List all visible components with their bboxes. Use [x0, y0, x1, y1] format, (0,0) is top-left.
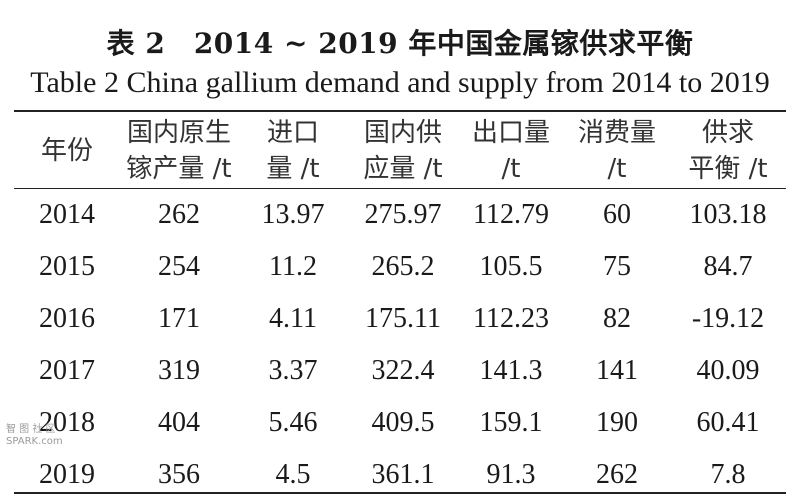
table-cell: 141	[596, 355, 638, 386]
table-cell: 7.8	[710, 459, 746, 490]
table-cell: 75	[603, 251, 631, 282]
table-cell: 361.1	[371, 459, 435, 490]
table-cell: 82	[603, 303, 631, 334]
table-row: 2014 262 13.97 275.97 112.79 60 103.18	[14, 190, 786, 241]
table-cell: 103.18	[689, 199, 767, 230]
table-title-chinese: 表 2 2014 ~ 2019 年中国金属镓供求平衡	[106, 27, 694, 60]
header-year: 年份	[40, 136, 93, 166]
header-domestic-production: 国内原生 镓产量 /t	[126, 118, 232, 184]
table-cell: 3.37	[268, 355, 318, 386]
table-cell: 105.5	[479, 251, 543, 282]
table-cell: 4.11	[269, 303, 317, 334]
table-cell: 171	[158, 303, 200, 334]
table-cell: 60	[603, 199, 631, 230]
table-cell: 84.7	[703, 251, 753, 282]
table-row: 2019 356 4.5 361.1 91.3 262 7.8	[14, 449, 786, 501]
table-cell: 190	[596, 407, 638, 438]
header-balance: 供求 平衡 /t	[688, 118, 768, 184]
table-bottom-rule	[14, 492, 786, 494]
table-cell: 254	[158, 251, 200, 282]
gallium-supply-demand-table: 年份 国内原生 镓产量 /t 进口量 /t 国内供 应量 /t 出口量/t 消费量 /…	[14, 112, 786, 501]
header-domestic-supply: 国内供 应量 /t	[363, 118, 443, 184]
table-row: 2016 171 4.11 175.11 112.23 82 -19.12	[14, 293, 786, 345]
table-cell: 356	[158, 459, 200, 490]
table-cell: 112.23	[473, 303, 549, 334]
table-row: 2015 254 11.2 265.2 105.5 75 84.7	[14, 241, 786, 293]
table-cell: -19.12	[691, 303, 765, 334]
table-cell: 262	[158, 199, 200, 230]
table-cell: 2018	[39, 407, 95, 438]
table-cell: 319	[158, 355, 200, 386]
table-cell: 175.11	[365, 303, 441, 334]
table-cell: 265.2	[371, 251, 435, 282]
table-title-english: Table 2 China gallium demand and supply …	[30, 66, 770, 99]
table-cell: 322.4	[371, 355, 435, 386]
table-cell: 4.5	[275, 459, 311, 490]
table-top-rule	[14, 110, 786, 112]
table-cell: 262	[596, 459, 638, 490]
table-cell: 2015	[39, 251, 95, 282]
table-cell: 409.5	[371, 407, 435, 438]
table-cell: 2014	[39, 199, 95, 230]
table-cell: 60.41	[696, 407, 760, 438]
table-cell: 112.79	[473, 199, 549, 230]
table-row: 2017 319 3.37 322.4 141.3 141 40.09	[14, 345, 786, 397]
table-row: 2018 404 5.46 409.5 159.1 190 60.41	[14, 397, 786, 449]
table-cell: 2019	[39, 459, 95, 490]
header-consumption: 消费量/t	[577, 118, 656, 184]
table-cell: 2016	[39, 303, 95, 334]
table-header-rule	[14, 188, 786, 189]
table-cell: 2017	[39, 355, 95, 386]
table-cell: 11.2	[269, 251, 317, 282]
table-cell: 13.97	[261, 199, 325, 230]
table-cell: 5.46	[268, 407, 318, 438]
table-cell: 40.09	[696, 355, 760, 386]
header-row: 年份 国内原生 镓产量 /t 进口量 /t 国内供 应量 /t 出口量/t 消费量 /…	[14, 112, 786, 190]
header-import: 进口量 /t	[266, 118, 320, 184]
table-cell: 141.3	[479, 355, 543, 386]
table-cell: 275.97	[364, 199, 442, 230]
table-cell: 404	[158, 407, 200, 438]
table-cell: 91.3	[486, 459, 536, 490]
table-cell: 159.1	[479, 407, 543, 438]
header-export: 出口量/t	[471, 118, 550, 184]
site-watermark: 智 图 社 区 SPARK.com	[6, 424, 63, 447]
